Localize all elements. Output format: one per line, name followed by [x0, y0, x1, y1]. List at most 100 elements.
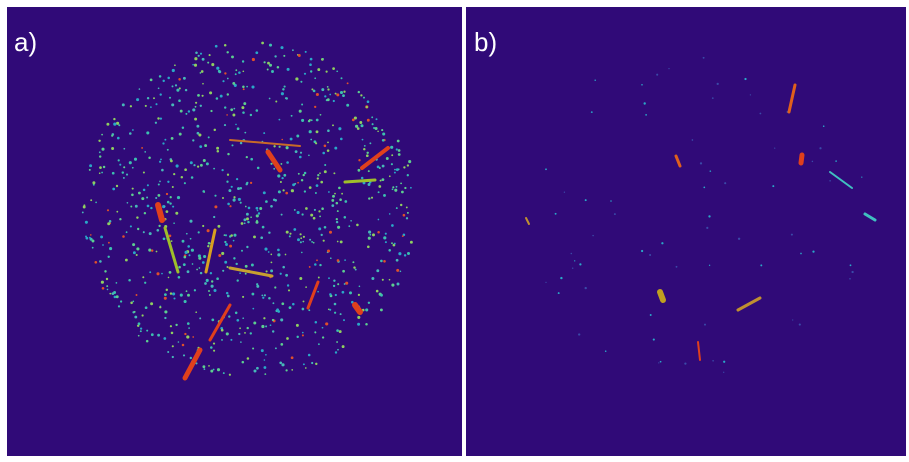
hit [191, 176, 194, 179]
hit [333, 100, 335, 102]
hit [151, 333, 154, 336]
hit [164, 293, 167, 296]
hit [331, 199, 334, 202]
hit [132, 167, 134, 169]
hit [641, 84, 643, 86]
hit [368, 170, 370, 172]
hit [112, 188, 115, 191]
hit [170, 160, 173, 163]
hit [221, 169, 223, 171]
hit [197, 165, 199, 167]
hit [189, 254, 191, 256]
hit [304, 73, 306, 75]
hit [120, 300, 122, 302]
hit [283, 174, 286, 177]
hit [349, 291, 352, 294]
hit [248, 207, 251, 210]
hit [367, 119, 370, 122]
hit [270, 324, 272, 326]
hit [195, 311, 197, 313]
hit [331, 204, 334, 207]
hit [289, 235, 291, 237]
hit [704, 324, 706, 326]
hit [178, 341, 180, 343]
hit [367, 100, 370, 103]
hit [85, 221, 88, 224]
hit [109, 293, 111, 295]
hit [111, 147, 114, 150]
hit [305, 286, 307, 288]
hit [222, 80, 224, 82]
hit [285, 369, 287, 371]
hit [367, 246, 370, 249]
hit [92, 247, 94, 249]
hit [136, 294, 138, 296]
hit [744, 78, 746, 80]
hit [368, 183, 371, 186]
hit [240, 202, 242, 204]
hit [358, 169, 361, 172]
hit [357, 127, 360, 130]
hit [400, 204, 402, 206]
hit [245, 273, 247, 275]
hit [369, 234, 371, 236]
hit [211, 280, 213, 282]
hit [101, 281, 104, 284]
hit [185, 113, 187, 115]
hit [109, 247, 112, 250]
hit [363, 97, 365, 99]
hit [226, 332, 229, 335]
hit [184, 300, 187, 303]
hit [560, 277, 562, 279]
hit [142, 276, 144, 278]
hit [182, 127, 184, 129]
track [355, 305, 360, 312]
hit [108, 256, 110, 258]
hit [791, 234, 793, 236]
hit [145, 105, 147, 107]
hit [334, 193, 336, 195]
hit [305, 367, 307, 369]
hit [344, 216, 347, 219]
hit [812, 250, 814, 252]
hit [123, 177, 125, 179]
hit [146, 340, 149, 343]
hit [335, 351, 337, 353]
hit [90, 234, 92, 236]
hit [125, 259, 128, 262]
hit [156, 272, 159, 275]
hit [106, 123, 109, 126]
hit [280, 46, 283, 49]
hit [203, 159, 206, 162]
hit [134, 316, 137, 319]
hit [132, 243, 135, 246]
hit [246, 213, 249, 216]
hit [267, 69, 269, 71]
hit [260, 236, 263, 239]
hit [184, 333, 186, 335]
hit [272, 319, 274, 321]
hit [280, 343, 283, 346]
hit [327, 86, 329, 88]
hit [389, 279, 391, 281]
hit [324, 164, 326, 166]
hit [368, 197, 370, 199]
hit [132, 301, 134, 303]
hit [270, 205, 273, 208]
hit [246, 86, 248, 88]
hit [316, 259, 318, 261]
hit [263, 366, 266, 369]
hit [170, 196, 172, 198]
hit [277, 253, 280, 256]
hit [204, 368, 206, 370]
hit [144, 151, 146, 153]
hit [209, 294, 211, 296]
hit [247, 327, 249, 329]
hit [339, 330, 342, 333]
hit [315, 142, 317, 144]
hit [383, 194, 386, 197]
hit [158, 87, 160, 89]
hit [217, 225, 220, 228]
hit [263, 191, 266, 194]
hit [403, 166, 405, 168]
